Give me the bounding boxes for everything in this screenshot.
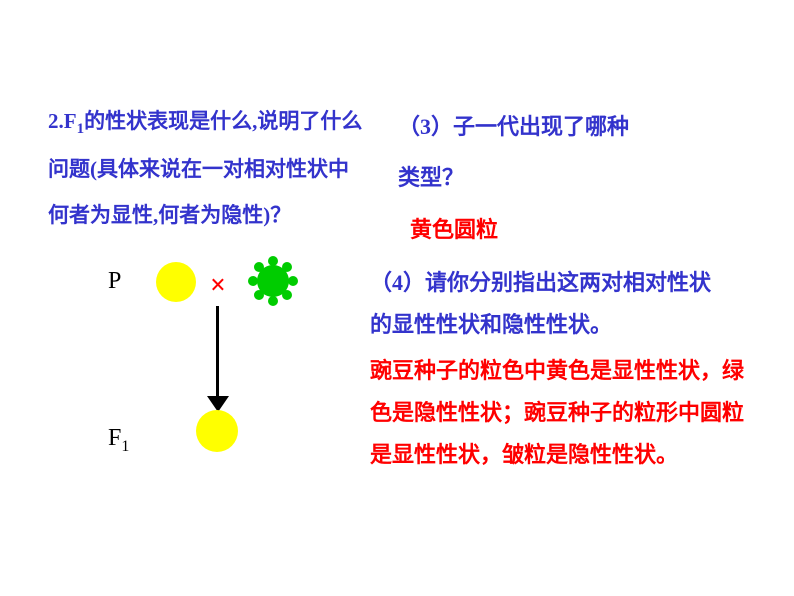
- q2-rest: 的性状表现是什么,说明了什么问题(具体来说在一对相对性状中何者为显性,何者为隐性…: [48, 109, 362, 227]
- answer-3-text: 黄色圆粒: [410, 212, 498, 244]
- question-2-text: 2.F1的性状表现是什么,说明了什么问题(具体来说在一对相对性状中何者为显性,何…: [48, 98, 368, 239]
- parent-yellow-seed-icon: [156, 262, 196, 302]
- q2-subscript: 1: [77, 121, 85, 137]
- parent-label: P: [108, 268, 121, 295]
- question-3-text: （3）子一代出现了哪种类型？: [398, 102, 648, 203]
- f1-label: F1: [108, 425, 129, 456]
- question-4-text: （4）请你分别指出这两对相对性状的显性性状和隐性性状。: [370, 262, 730, 346]
- f1-subscript: 1: [121, 438, 129, 455]
- q2-prefix: 2.F: [48, 109, 77, 133]
- genetics-diagram: P × F1: [90, 260, 360, 510]
- answer-4-text: 豌豆种子的粒色中黄色是显性性状，绿色是隐性性状；豌豆种子的粒形中圆粒是显性性状，…: [370, 350, 760, 475]
- parent-green-wrinkled-seed-icon: [245, 253, 301, 314]
- f1-prefix: F: [108, 425, 121, 451]
- arrow-shaft-icon: [216, 306, 219, 401]
- f1-yellow-seed-icon: [196, 410, 238, 452]
- cross-symbol: ×: [210, 270, 226, 302]
